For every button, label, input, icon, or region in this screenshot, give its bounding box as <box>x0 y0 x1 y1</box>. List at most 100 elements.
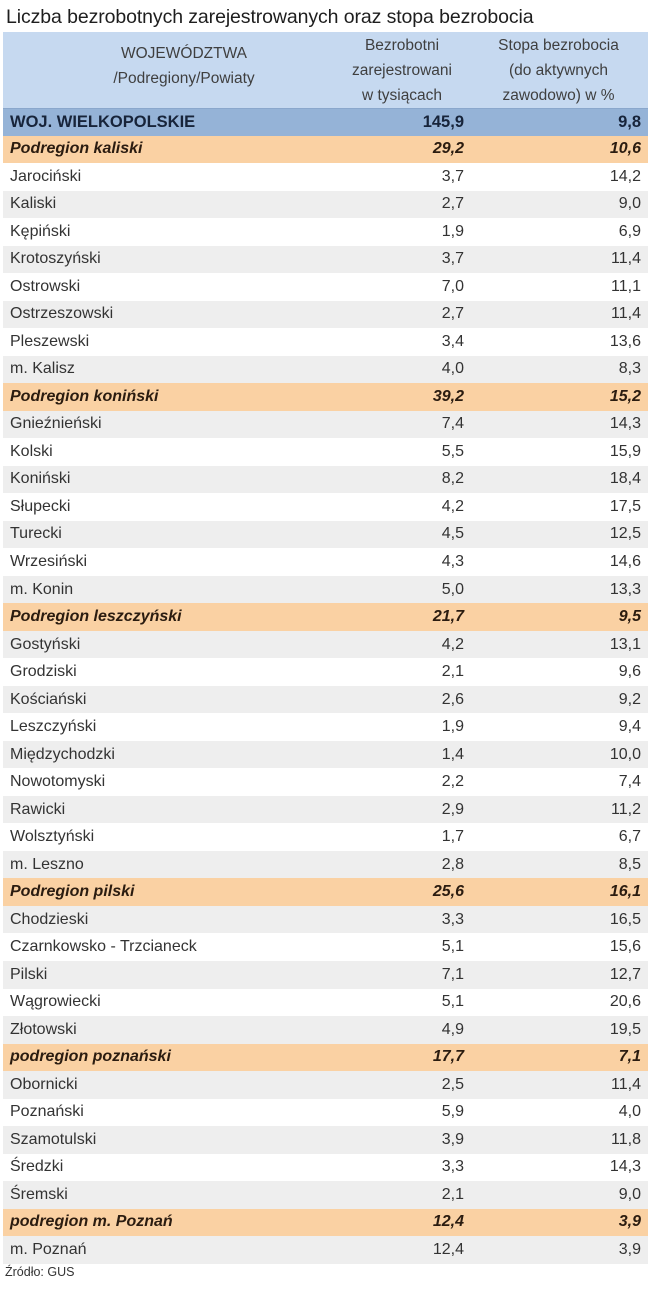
rate-cell: 11,4 <box>611 305 641 323</box>
unemployed-cell: 8,2 <box>441 470 464 488</box>
table-row: Wolsztyński 1,7 6,7 <box>3 823 648 851</box>
region-name-cell: Pleszewski <box>10 332 90 350</box>
table-row: m. Poznań 12,4 3,9 <box>3 1236 648 1264</box>
rate-cell: 9,0 <box>618 195 641 213</box>
subregion-row: Podregion leszczyński 21,7 9,5 <box>3 603 648 631</box>
rate-cell: 6,9 <box>618 222 641 240</box>
rate-cell: 12,7 <box>609 965 641 983</box>
subregion-row: podregion m. Poznań 12,4 3,9 <box>3 1208 648 1237</box>
table-row: Międzychodzki 1,4 10,0 <box>3 740 648 769</box>
table-row: m. Konin 5,0 13,3 <box>3 575 648 604</box>
rate-cell: 11,1 <box>611 277 641 295</box>
table-row: Szamotulski 3,9 11,8 <box>3 1126 648 1154</box>
unemployed-cell: 5,5 <box>441 442 464 460</box>
table-row: Obornicki 2,5 11,4 <box>3 1071 648 1099</box>
table-row: Pilski 7,1 12,7 <box>3 960 648 989</box>
table-row: Słupecki 4,2 17,5 <box>3 493 648 521</box>
region-name-cell: Międzychodzki <box>10 745 115 763</box>
region-name-cell: Podregion pilski <box>10 883 135 901</box>
region-name-cell: podregion poznański <box>10 1048 171 1066</box>
rate-cell: 9,6 <box>618 663 641 681</box>
rate-cell: 12,5 <box>609 525 641 543</box>
region-name-cell: Gostyński <box>10 635 81 653</box>
region-name-cell: Złotowski <box>10 1020 77 1038</box>
region-name-cell: Wrzesiński <box>10 553 88 570</box>
rate-cell: 14,3 <box>609 415 641 433</box>
rate-cell: 7,4 <box>618 773 641 791</box>
region-name-cell: Wągrowiecki <box>10 993 101 1011</box>
rate-cell: 14,2 <box>609 167 641 185</box>
unemployed-cell: 4,0 <box>441 360 464 378</box>
unemployed-cell: 1,4 <box>441 745 464 763</box>
rate-cell: 13,1 <box>609 635 641 653</box>
header-region-line1: WOJEWÓDZTWA <box>121 45 247 62</box>
region-name-cell: Gnieźnieński <box>10 415 102 433</box>
header-unemployed-line3: w tysiącach <box>361 87 443 104</box>
unemployed-cell: 4,3 <box>441 553 464 570</box>
region-name-cell: Poznański <box>10 1103 84 1121</box>
region-name-cell: Leszczyński <box>10 718 97 736</box>
header-region-line2: /Podregiony/Powiaty <box>113 70 255 87</box>
header-unemployed-line2: zarejestrowani <box>352 62 452 79</box>
rate-cell: 14,6 <box>609 553 641 570</box>
unemployed-cell: 39,2 <box>432 387 464 405</box>
rate-cell: 9,4 <box>618 718 641 736</box>
unemployed-cell: 1,9 <box>441 718 464 736</box>
table-row: Wrzesiński 4,3 14,6 <box>3 548 648 576</box>
region-name-cell: Rawicki <box>10 800 66 818</box>
region-name-cell: Czarnkowsko - Trzcianeck <box>10 938 197 956</box>
unemployed-cell: 2,8 <box>441 855 464 873</box>
region-name-cell: Nowotomyski <box>10 773 106 791</box>
rate-cell: 7,1 <box>618 1048 641 1066</box>
rate-cell: 8,3 <box>618 360 641 378</box>
region-name-cell: Kaliski <box>10 195 57 213</box>
table-row: Ostrowski 7,0 11,1 <box>3 273 648 301</box>
table-row: Ostrzeszowski 2,7 11,4 <box>3 300 648 329</box>
rate-cell: 10,0 <box>609 745 641 763</box>
table-row: Kępiński 1,9 6,9 <box>3 218 648 246</box>
unemployed-cell: 3,9 <box>441 1130 464 1148</box>
region-name-cell: m. Poznań <box>10 1240 87 1258</box>
header-rate-line1: Stopa bezrobocia <box>498 37 619 54</box>
unemployed-cell: 2,1 <box>441 1185 464 1203</box>
region-name-cell: Śremski <box>10 1185 68 1203</box>
table-row: Rawicki 2,9 11,2 <box>3 795 648 824</box>
table-row: Poznański 5,9 4,0 <box>3 1098 648 1127</box>
subregion-row: Podregion kaliski 29,2 10,6 <box>3 135 648 164</box>
unemployed-cell: 17,7 <box>432 1048 464 1066</box>
rate-cell: 16,1 <box>609 883 641 901</box>
table-row: m. Kalisz 4,0 8,3 <box>3 355 648 384</box>
table-row: Krotoszyński 3,7 11,4 <box>3 245 648 274</box>
table-row: Kaliski 2,7 9,0 <box>3 190 648 219</box>
unemployed-cell: 7,4 <box>441 415 464 433</box>
region-name-cell: Ostrowski <box>10 277 81 295</box>
rate-cell: 11,4 <box>611 1075 641 1093</box>
rate-cell: 10,6 <box>609 140 641 158</box>
state-row: WOJ. WIELKOPOLSKIE 145,9 9,8 <box>3 108 648 136</box>
unemployed-cell: 12,4 <box>432 1240 464 1258</box>
region-name-cell: Jarociński <box>10 167 82 185</box>
table-row: Grodziski 2,1 9,6 <box>3 658 648 686</box>
unemployed-cell: 25,6 <box>432 883 464 901</box>
region-name-cell: podregion m. Poznań <box>10 1213 173 1231</box>
header-rate-line3: zawodowo) w % <box>502 87 615 104</box>
unemployed-cell: 1,9 <box>441 222 464 240</box>
subregion-row: Podregion koniński 39,2 15,2 <box>3 383 648 411</box>
unemployed-cell: 2,7 <box>441 195 464 213</box>
unemployed-cell: 2,7 <box>441 305 464 323</box>
region-name-cell: m. Konin <box>10 580 74 598</box>
table-row: Wągrowiecki 5,1 20,6 <box>3 988 648 1017</box>
region-name-cell: Słupecki <box>10 497 71 515</box>
region-name-cell: Chodzieski <box>10 910 89 928</box>
region-name-cell: Średzki <box>10 1158 64 1176</box>
unemployed-cell: 5,0 <box>441 580 464 598</box>
rate-cell: 17,5 <box>609 497 641 515</box>
unemployed-cell: 2,6 <box>441 690 464 708</box>
rate-cell: 9,0 <box>618 1185 641 1203</box>
rate-cell: 15,2 <box>609 387 641 405</box>
table-row: m. Leszno 2,8 8,5 <box>3 850 648 879</box>
rate-cell: 3,9 <box>618 1240 641 1258</box>
rate-cell: 8,5 <box>618 855 641 873</box>
region-name-cell: Podregion kaliski <box>10 140 143 158</box>
unemployed-cell: 2,5 <box>441 1075 464 1093</box>
